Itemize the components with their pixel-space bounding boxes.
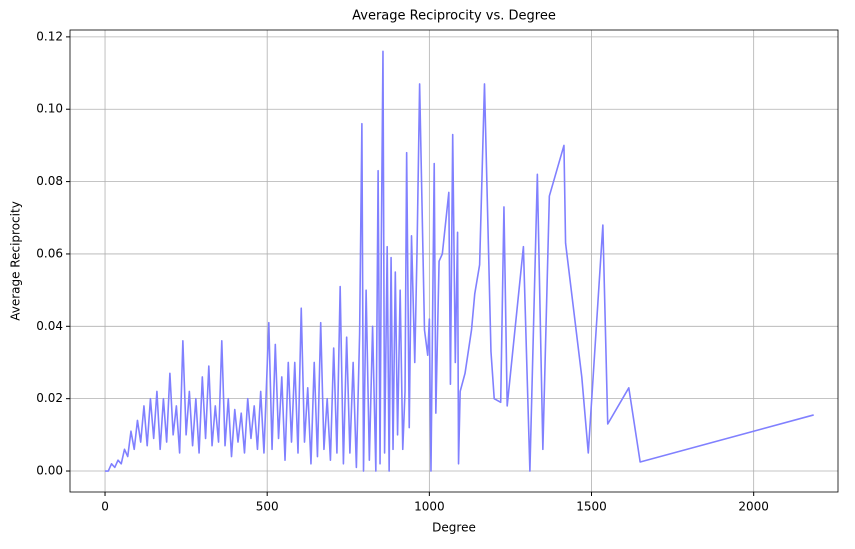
y-tick-label: 0.06 xyxy=(36,246,63,260)
x-axis-label: Degree xyxy=(432,521,476,535)
x-tick-label: 1500 xyxy=(576,500,607,514)
y-tick-label: 0.08 xyxy=(36,174,63,188)
x-tick-label: 0 xyxy=(101,500,109,514)
x-tick-label: 1000 xyxy=(414,500,445,514)
y-axis-label: Average Reciprocity xyxy=(9,201,23,321)
x-tick-label: 2000 xyxy=(738,500,769,514)
chart-title: Average Reciprocity vs. Degree xyxy=(352,9,556,24)
y-tick-label: 0.04 xyxy=(36,319,63,333)
y-tick-label: 0.00 xyxy=(36,464,63,478)
y-tick-label: 0.02 xyxy=(36,391,63,405)
x-tick-label: 500 xyxy=(256,500,279,514)
y-tick-label: 0.12 xyxy=(36,29,63,43)
y-tick-label: 0.10 xyxy=(36,102,63,116)
plot-frame xyxy=(69,29,839,493)
data-line xyxy=(105,50,814,472)
